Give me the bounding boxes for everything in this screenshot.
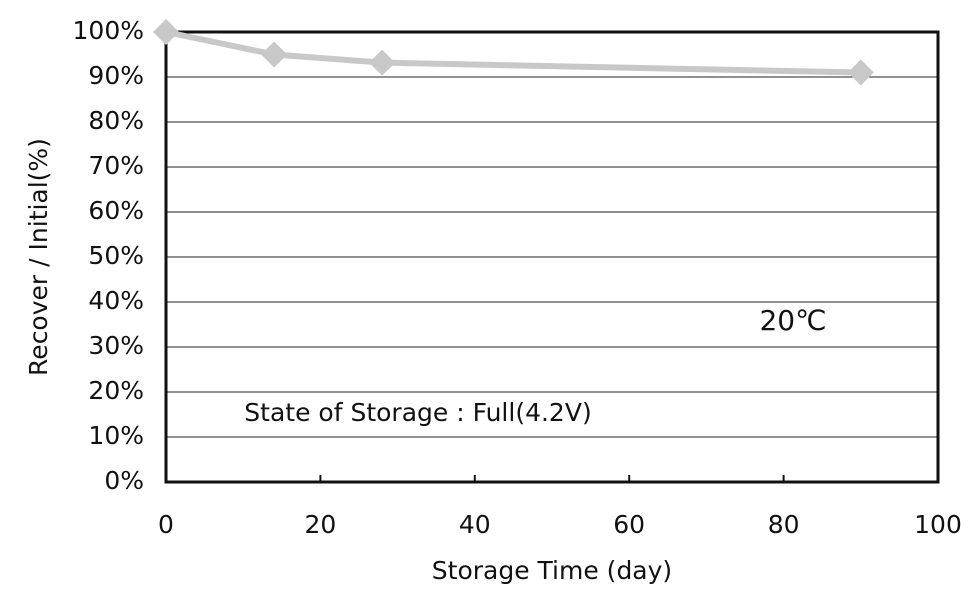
y-tick-label: 90%	[88, 61, 144, 90]
x-tick-label: 20	[304, 510, 336, 539]
data-point	[261, 41, 288, 68]
x-tick-label: 100	[914, 510, 962, 539]
annotation: State of Storage : Full(4.2V)	[244, 398, 591, 427]
data-point	[153, 19, 179, 45]
y-tick-label: 10%	[88, 421, 144, 450]
y-tick-label: 60%	[88, 196, 144, 225]
y-tick-label: 80%	[88, 106, 144, 135]
x-tick-label: 80	[768, 510, 800, 539]
annotation: 20℃	[759, 304, 826, 337]
x-tick-label: 60	[613, 510, 645, 539]
data-line	[165, 29, 861, 76]
y-axis-label: Recover / Initial(%)	[24, 138, 53, 376]
y-tick-label: 0%	[104, 466, 144, 495]
y-tick-label: 30%	[88, 331, 144, 360]
plot-border	[164, 30, 940, 484]
data-point	[369, 49, 396, 76]
data-point	[847, 59, 874, 86]
y-tick-label: 50%	[88, 241, 144, 270]
y-tick-label: 40%	[88, 286, 144, 315]
x-tick-label: 40	[459, 510, 491, 539]
y-tick-label: 70%	[88, 151, 144, 180]
x-axis-label: Storage Time (day)	[432, 556, 672, 585]
y-tick-label: 100%	[73, 16, 144, 45]
x-tick-label: 0	[158, 510, 174, 539]
y-tick-label: 20%	[88, 376, 144, 405]
